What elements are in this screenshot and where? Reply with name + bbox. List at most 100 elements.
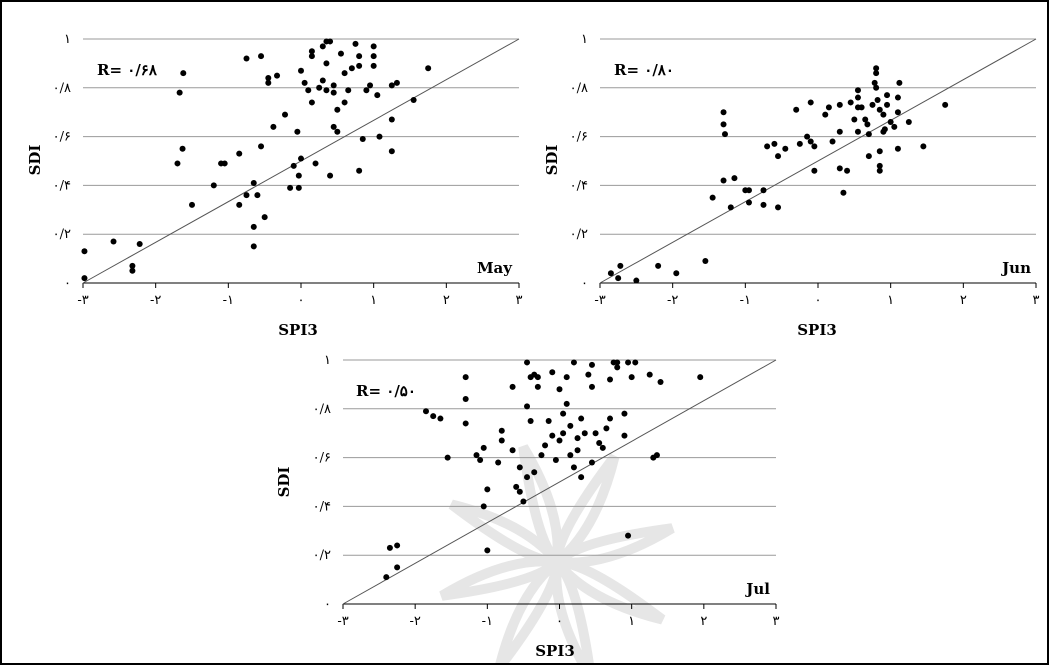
data-point <box>884 101 891 108</box>
data-point <box>388 82 395 89</box>
chart-may: SDI SPI3 R= ۰/۶۸ May -۳ -۲ -۱ ۰ ۱ ۲ ۳ ۰ ۰/۲ ۰/۴ ۰/… <box>26 32 523 339</box>
data-point <box>578 415 585 422</box>
data-point <box>258 53 265 60</box>
data-point <box>176 89 183 96</box>
data-point <box>330 123 337 130</box>
data-point <box>563 374 570 381</box>
data-point <box>807 99 814 106</box>
data-point <box>727 204 734 211</box>
chart-jun: SDI SPI3 R= ۰/۸۰ Jun -۳ -۲ -۱ ۰ ۱ ۲ ۳ ۰ ۰/۲ ۰/۴ ۰/… <box>543 32 1040 339</box>
x-tick-label: ۲ <box>700 614 707 629</box>
data-point <box>287 184 294 191</box>
watermark-petal <box>553 557 666 625</box>
data-point <box>574 435 581 442</box>
data-point <box>498 437 505 444</box>
y-tick-label: ۰/۸ <box>313 402 331 417</box>
data-point <box>254 192 261 199</box>
watermark-petal <box>518 444 563 566</box>
data-point <box>394 542 401 549</box>
data-point <box>367 82 374 89</box>
data-point <box>775 204 782 211</box>
data-point <box>538 452 545 459</box>
data-point <box>697 374 704 381</box>
data-point <box>110 238 117 245</box>
data-point <box>334 128 341 135</box>
data-point <box>516 488 523 495</box>
data-point <box>359 136 366 143</box>
data-point <box>509 447 516 454</box>
y-tick-label: ۰ <box>324 597 331 612</box>
data-point <box>356 167 363 174</box>
y-tick-label: ۰/۲ <box>570 227 588 242</box>
data-point <box>570 464 577 471</box>
y-axis-title: SDI <box>275 467 293 498</box>
data-point <box>720 121 727 128</box>
data-point <box>563 400 570 407</box>
x-tick-label: -۳ <box>77 293 88 308</box>
data-point <box>513 483 520 490</box>
data-point <box>869 101 876 108</box>
data-point <box>218 160 225 167</box>
data-point <box>829 138 836 145</box>
y-tick-label: ۰/۴ <box>570 178 588 193</box>
data-point <box>388 148 395 155</box>
data-point <box>782 145 789 152</box>
data-point <box>265 79 272 86</box>
data-point <box>282 111 289 118</box>
data-point <box>607 415 614 422</box>
data-point <box>920 143 927 150</box>
data-point <box>308 48 315 55</box>
data-point <box>81 248 88 255</box>
y-tick-label: ۰ <box>64 276 71 291</box>
data-point <box>370 43 377 50</box>
data-point <box>334 106 341 113</box>
x-tick-label: -۳ <box>337 614 348 629</box>
data-point <box>265 75 272 82</box>
data-point <box>556 437 563 444</box>
data-point <box>896 79 903 86</box>
x-tick-label: ۳ <box>1033 293 1040 308</box>
x-tick-label: ۳ <box>516 293 523 308</box>
data-point <box>578 474 585 481</box>
x-axis-title: SPI3 <box>797 321 837 339</box>
data-point <box>298 67 304 74</box>
chart-jul: SDI SPI3 R= ۰/۵۰ Jul -۳ -۲ -۱ ۰ ۱ ۲ ۳ ۰ ۰/۲ ۰/۴ ۰/… <box>275 353 780 660</box>
y-tick-label: ۰/۸ <box>53 81 71 96</box>
data-point <box>180 70 187 77</box>
data-point <box>588 361 595 368</box>
data-point <box>363 87 370 94</box>
data-point <box>836 165 843 172</box>
data-point <box>876 106 883 113</box>
data-point <box>323 87 330 94</box>
data-point <box>775 153 782 160</box>
diagonal-line <box>342 359 777 605</box>
data-point <box>865 153 872 160</box>
gridlines <box>343 359 776 556</box>
data-point <box>854 87 861 94</box>
data-point <box>323 60 330 67</box>
data-point <box>295 184 302 191</box>
data-point <box>560 430 567 437</box>
x-tick-label: -۲ <box>150 293 161 308</box>
x-tick-label: ۰ <box>815 293 822 308</box>
data-point <box>760 201 767 208</box>
data-point <box>484 547 491 554</box>
data-point <box>560 410 567 417</box>
x-tick-label: -۲ <box>409 614 420 629</box>
data-point <box>607 270 614 277</box>
data-point <box>462 396 469 403</box>
y-tick-label: ۰/۲ <box>53 227 71 242</box>
data-point <box>298 155 304 162</box>
data-point <box>356 62 363 69</box>
data-point <box>316 84 323 91</box>
data-point <box>534 383 541 390</box>
data-point <box>312 160 319 167</box>
month-label: Jun <box>1000 259 1031 277</box>
data-point <box>210 182 217 189</box>
data-point <box>864 121 871 128</box>
data-point <box>847 99 854 106</box>
data-point <box>337 50 344 57</box>
data-point <box>836 101 843 108</box>
data-point <box>341 99 348 106</box>
